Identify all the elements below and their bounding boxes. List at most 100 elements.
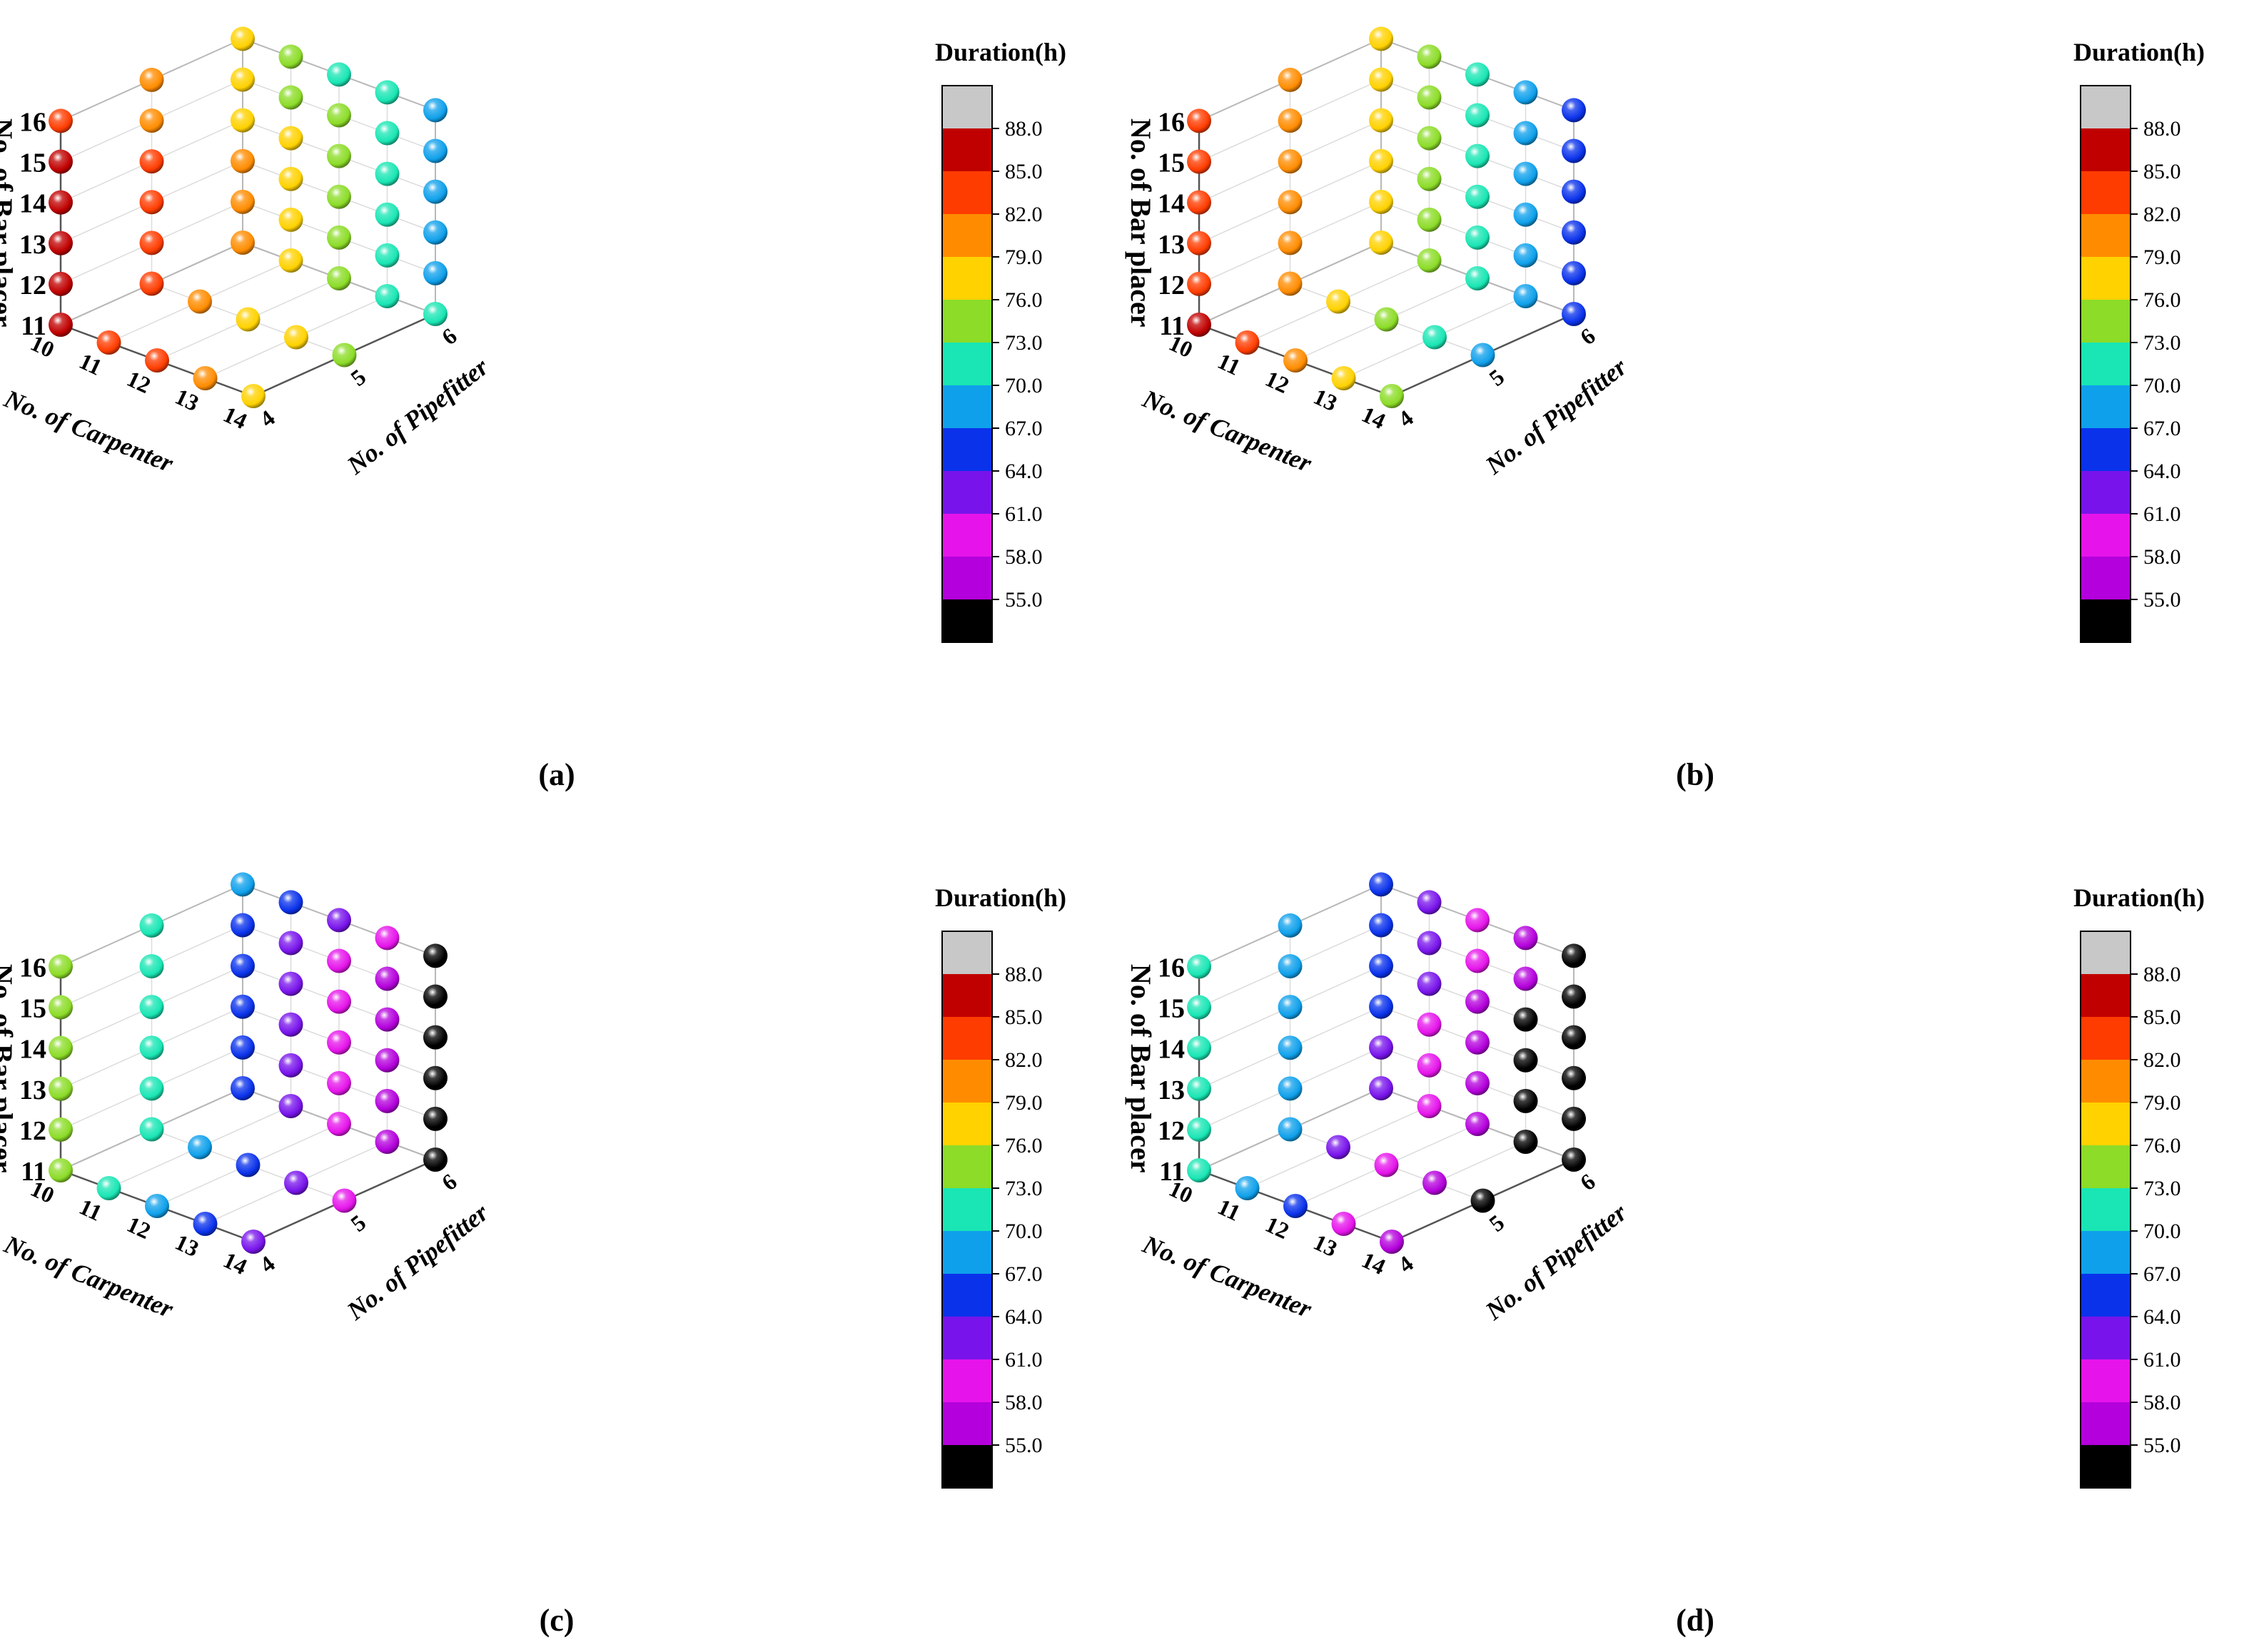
data-point — [327, 1030, 351, 1055]
colorbar-tick-label: 64.0 — [2143, 460, 2181, 483]
x-tick-label: 11 — [1214, 348, 1245, 380]
colorbar-segment — [942, 1317, 992, 1359]
y-axis-title: No. of Pipefitter — [1480, 1197, 1632, 1326]
data-point — [231, 872, 255, 897]
colorbar-tick-label: 58.0 — [1005, 1391, 1043, 1414]
data-point — [231, 230, 255, 255]
data-point — [375, 80, 400, 105]
colorbar-segment — [942, 931, 992, 974]
colorbar-segment — [942, 1145, 992, 1188]
data-point — [1465, 989, 1490, 1014]
z-tick-label: 16 — [19, 107, 46, 137]
z-tick-label: 15 — [19, 994, 46, 1024]
data-point — [231, 189, 255, 214]
data-point — [49, 149, 73, 174]
data-point — [1513, 966, 1538, 991]
data-point — [1465, 948, 1490, 973]
data-point — [375, 1048, 400, 1073]
data-point — [49, 230, 73, 255]
data-point — [1278, 149, 1303, 174]
data-point — [1513, 1048, 1538, 1073]
x-tick-label: 12 — [1262, 365, 1293, 398]
data-point — [49, 954, 73, 979]
colorbar-tick-label: 70.0 — [2143, 374, 2181, 397]
data-point — [1278, 67, 1303, 92]
z-tick-label: 14 — [19, 189, 46, 219]
data-point — [1187, 313, 1211, 337]
data-point — [1465, 225, 1490, 250]
data-point — [1278, 271, 1303, 296]
data-point — [1513, 161, 1538, 186]
data-point — [1417, 166, 1442, 191]
colorbar-tick-label: 67.0 — [1005, 1262, 1043, 1286]
data-point — [423, 220, 448, 245]
data-point — [1465, 1112, 1490, 1136]
colorbar-segment — [2081, 1445, 2131, 1488]
z-tick-label: 14 — [1158, 1035, 1185, 1065]
z-tick-label: 11 — [21, 1157, 46, 1187]
data-point — [236, 1152, 261, 1177]
colorbar-segment — [942, 86, 992, 128]
colorbar-title: Duration(h) — [935, 883, 1066, 912]
colorbar-tick-label: 73.0 — [1005, 331, 1043, 355]
data-point — [1278, 913, 1303, 938]
data-point — [1369, 872, 1393, 897]
x-tick-label: 12 — [123, 1211, 155, 1244]
data-point — [1513, 1088, 1538, 1113]
data-point — [1369, 994, 1393, 1019]
data-point — [327, 908, 351, 933]
data-point — [1562, 179, 1586, 204]
colorbar-tick-label: 73.0 — [2143, 331, 2181, 355]
colorbar-segment — [942, 1017, 992, 1060]
data-point — [139, 913, 164, 938]
z-tick-label: 14 — [1158, 189, 1185, 219]
data-point — [139, 954, 164, 979]
colorbar-tick-label: 76.0 — [2143, 288, 2181, 312]
colorbar-segment — [2081, 385, 2131, 428]
colorbar-segment — [942, 514, 992, 557]
colorbar-segment — [2081, 599, 2131, 642]
colorbar-tick-label: 79.0 — [1005, 1091, 1043, 1115]
data-point — [278, 1012, 303, 1037]
data-point — [375, 243, 400, 268]
data-point — [375, 1088, 400, 1113]
colorbar-segment — [942, 1402, 992, 1445]
data-point — [1562, 220, 1586, 245]
data-point — [49, 1117, 73, 1142]
colorbar-tick-label: 55.0 — [2143, 588, 2181, 612]
colorbar-segment — [2081, 1188, 2131, 1231]
data-point — [423, 1106, 448, 1131]
colorbar-frame — [941, 85, 993, 643]
data-point — [1417, 890, 1442, 915]
data-point — [49, 1076, 73, 1101]
colorbar-tick-label: 79.0 — [2143, 1091, 2181, 1115]
colorbar-segment — [2081, 1231, 2131, 1274]
colorbar-tick-label: 76.0 — [1005, 1134, 1043, 1157]
data-point — [231, 26, 255, 51]
data-point — [278, 890, 303, 915]
data-point — [1417, 207, 1442, 232]
data-point — [1470, 1188, 1495, 1213]
data-point — [375, 121, 400, 146]
colorbar-segment — [2081, 1103, 2131, 1145]
colorbar-segment — [942, 599, 992, 642]
panel-label: (c) — [540, 1603, 575, 1638]
colorbar-tick-label: 64.0 — [1005, 460, 1043, 483]
colorbar-tick-label: 88.0 — [2143, 963, 2181, 986]
data-point — [327, 184, 351, 209]
data-point — [1374, 307, 1399, 332]
data-point — [375, 1130, 400, 1154]
colorbar-tick-label: 64.0 — [2143, 1305, 2181, 1329]
colorbar-tick-label: 70.0 — [2143, 1220, 2181, 1243]
data-point — [1465, 143, 1490, 168]
data-point — [1380, 384, 1404, 408]
colorbar-segment — [2081, 300, 2131, 343]
data-point — [1187, 271, 1211, 296]
data-point — [1278, 1035, 1303, 1060]
colorbar-tick-label: 79.0 — [2143, 245, 2181, 269]
y-tick-label: 6 — [1575, 323, 1600, 350]
data-point — [423, 1147, 448, 1172]
colorbar-segment — [2081, 86, 2131, 128]
colorbar-segment — [942, 343, 992, 385]
